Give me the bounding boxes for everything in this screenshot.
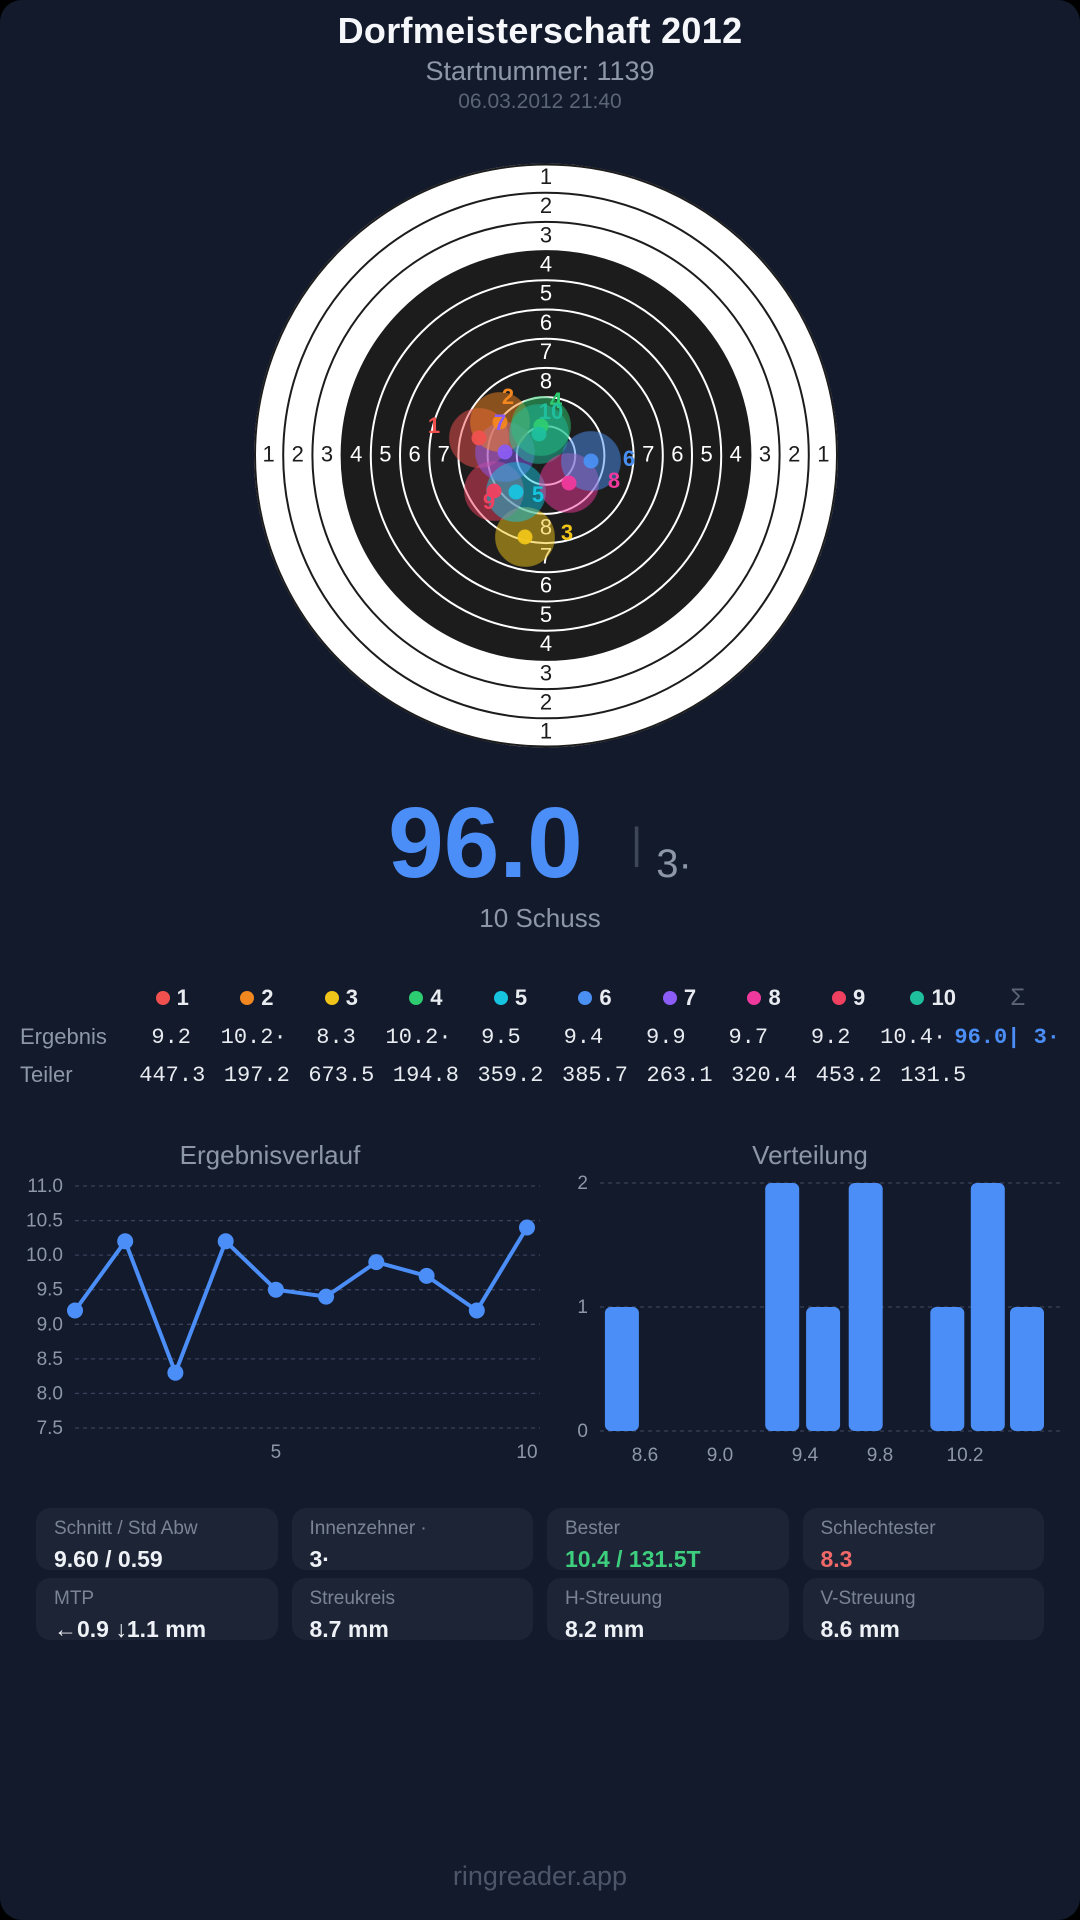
svg-text:9.0: 9.0 (37, 1314, 63, 1335)
svg-text:8.0: 8.0 (37, 1383, 63, 1404)
svg-text:10.0: 10.0 (26, 1245, 63, 1266)
svg-text:2: 2 (540, 690, 552, 715)
svg-text:7.5: 7.5 (37, 1418, 63, 1439)
svg-text:6: 6 (671, 441, 683, 466)
svg-text:1: 1 (262, 441, 274, 466)
svg-text:3: 3 (561, 520, 573, 545)
svg-text:5: 5 (540, 602, 552, 627)
svg-text:7: 7 (642, 441, 654, 466)
svg-text:3: 3 (759, 441, 771, 466)
svg-text:7: 7 (494, 410, 506, 435)
svg-text:5: 5 (379, 441, 391, 466)
svg-text:4: 4 (350, 441, 362, 466)
svg-text:8.5: 8.5 (37, 1349, 63, 1370)
svg-text:2: 2 (540, 193, 552, 218)
svg-text:4: 4 (540, 252, 552, 277)
svg-text:11.0: 11.0 (27, 1176, 63, 1197)
svg-text:5: 5 (540, 281, 552, 306)
svg-text:3: 3 (540, 660, 552, 685)
svg-text:4: 4 (730, 441, 742, 466)
svg-text:9.8: 9.8 (867, 1445, 893, 1462)
svg-text:7: 7 (438, 441, 450, 466)
svg-text:0: 0 (577, 1421, 588, 1442)
svg-text:2: 2 (788, 441, 800, 466)
svg-text:Verteilung: Verteilung (752, 1142, 868, 1170)
svg-text:1: 1 (428, 413, 440, 438)
svg-text:6: 6 (408, 441, 420, 466)
svg-text:Ergebnisverlauf: Ergebnisverlauf (180, 1142, 361, 1170)
svg-text:10.5: 10.5 (26, 1211, 63, 1232)
svg-text:1: 1 (540, 164, 552, 189)
svg-text:7: 7 (540, 339, 552, 364)
svg-text:10.2: 10.2 (947, 1445, 984, 1462)
svg-text:5: 5 (532, 482, 544, 507)
svg-text:4: 4 (540, 631, 552, 656)
svg-text:5: 5 (271, 1442, 282, 1462)
svg-text:8.6: 8.6 (632, 1445, 658, 1462)
svg-text:2: 2 (502, 384, 514, 409)
svg-text:6: 6 (623, 446, 635, 471)
svg-text:9: 9 (483, 489, 495, 514)
svg-text:9.0: 9.0 (707, 1445, 733, 1462)
svg-text:6: 6 (540, 573, 552, 598)
svg-text:10: 10 (516, 1442, 537, 1462)
svg-text:1: 1 (577, 1297, 588, 1318)
svg-text:2: 2 (577, 1173, 588, 1194)
svg-text:1: 1 (540, 719, 552, 744)
svg-text:9.5: 9.5 (37, 1280, 63, 1301)
svg-text:1: 1 (817, 441, 829, 466)
svg-text:6: 6 (540, 310, 552, 335)
svg-text:5: 5 (700, 441, 712, 466)
svg-text:3: 3 (540, 222, 552, 247)
svg-text:9.4: 9.4 (792, 1445, 819, 1462)
svg-text:8: 8 (608, 468, 620, 493)
svg-text:10: 10 (539, 399, 563, 424)
svg-text:3: 3 (321, 441, 333, 466)
svg-text:2: 2 (292, 441, 304, 466)
